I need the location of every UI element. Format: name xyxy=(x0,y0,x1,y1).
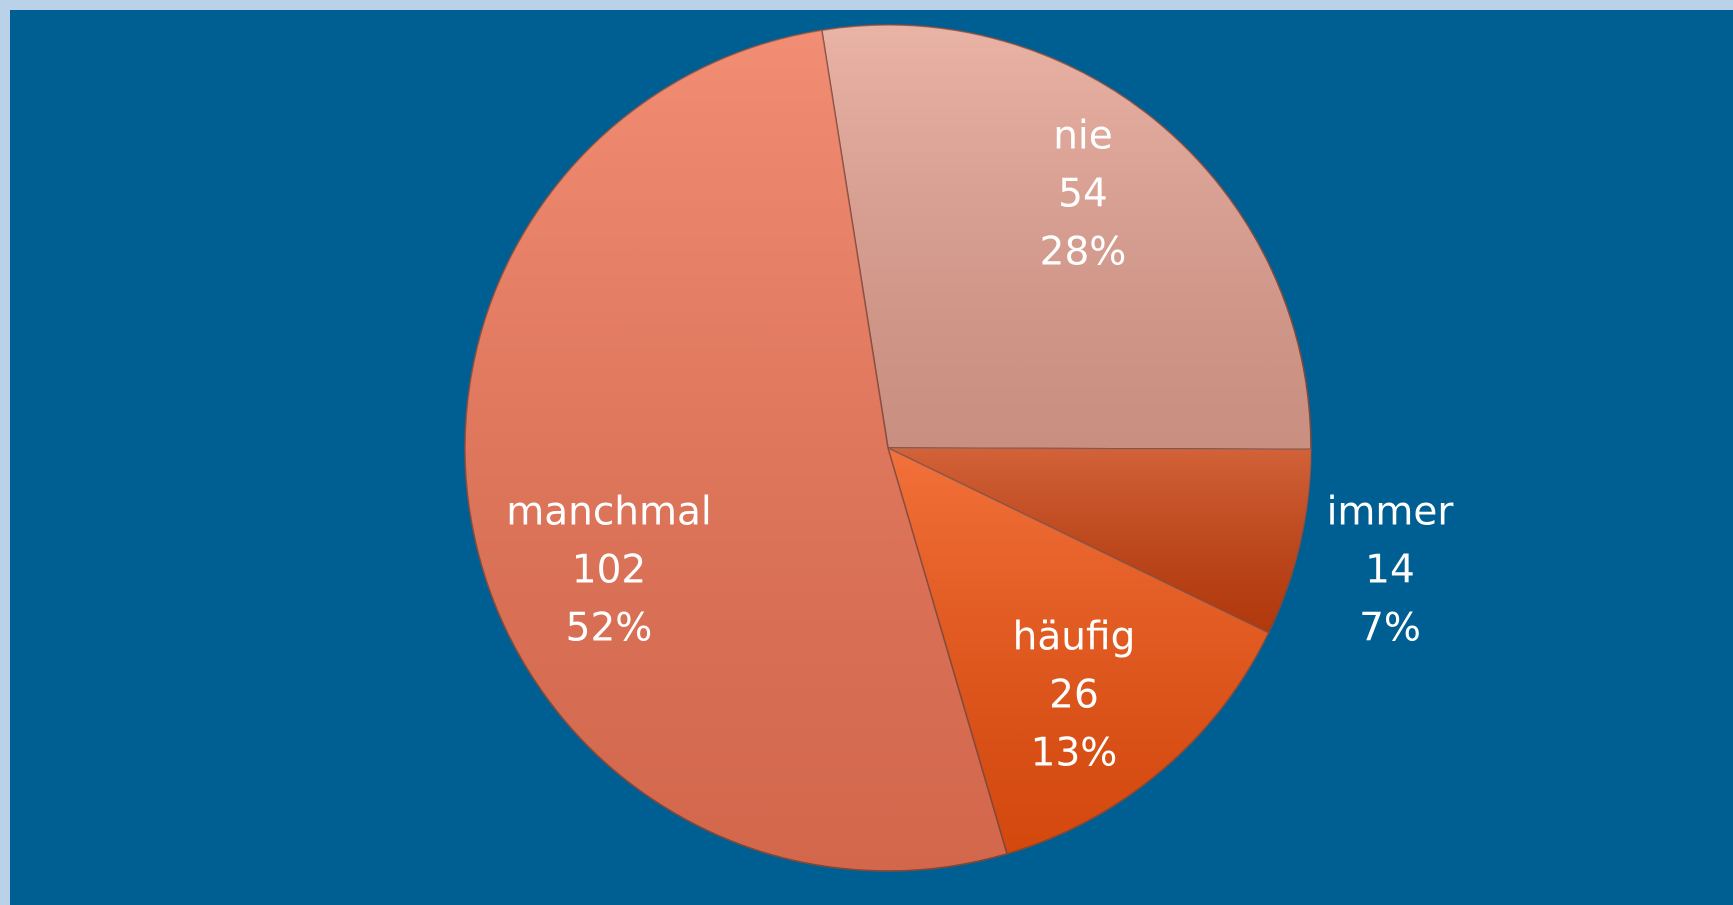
pie-slice-shade xyxy=(821,25,1312,450)
pie-slice-shade xyxy=(888,448,1311,633)
slice-label-name: nie xyxy=(1053,114,1113,159)
pie-slice-shade xyxy=(888,448,1269,854)
slice-label-name: immer xyxy=(1327,490,1455,535)
slice-label-name: manchmal xyxy=(506,490,712,535)
slice-label-name: häufig xyxy=(1013,615,1136,660)
slice-label-value: 26 xyxy=(1049,673,1099,718)
slice-label-percent: 52% xyxy=(566,606,653,651)
slice-label-percent: 7% xyxy=(1359,606,1421,651)
slice-label-value: 14 xyxy=(1365,548,1415,593)
slice-label-value: 102 xyxy=(572,548,646,593)
slice-label-value: 54 xyxy=(1058,172,1108,217)
slice-label-percent: 13% xyxy=(1031,731,1118,776)
slice-label-percent: 28% xyxy=(1040,230,1127,275)
pie-slice-shade xyxy=(465,30,1008,871)
